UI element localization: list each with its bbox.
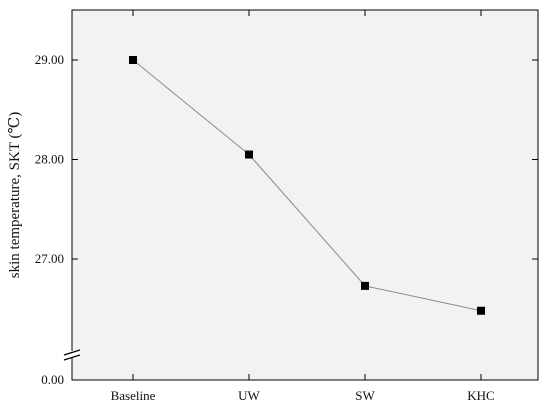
axis-break-marker <box>63 349 81 361</box>
x-axis: Baseline UW SW KHC <box>111 10 495 403</box>
y-tick-label: 0.00 <box>41 372 64 387</box>
plot-area <box>71 9 539 381</box>
y-axis-title: skin temperature, SKT (℃) <box>7 112 23 278</box>
data-point <box>245 150 253 159</box>
x-tick-label: UW <box>238 388 260 403</box>
series-line <box>132 59 482 312</box>
y-tick-label: 28.00 <box>35 152 64 167</box>
x-tick-label: KHC <box>467 388 494 403</box>
data-point <box>129 56 137 64</box>
data-point <box>361 281 369 290</box>
y-axis: 29.00 28.00 27.00 0.00 <box>35 52 538 387</box>
x-tick-label: SW <box>355 388 375 403</box>
series-group <box>129 56 485 315</box>
data-point <box>477 306 485 315</box>
y-tick-label: 29.00 <box>35 52 64 67</box>
y-tick-label: 27.00 <box>35 251 64 266</box>
x-tick-label: Baseline <box>111 388 156 403</box>
